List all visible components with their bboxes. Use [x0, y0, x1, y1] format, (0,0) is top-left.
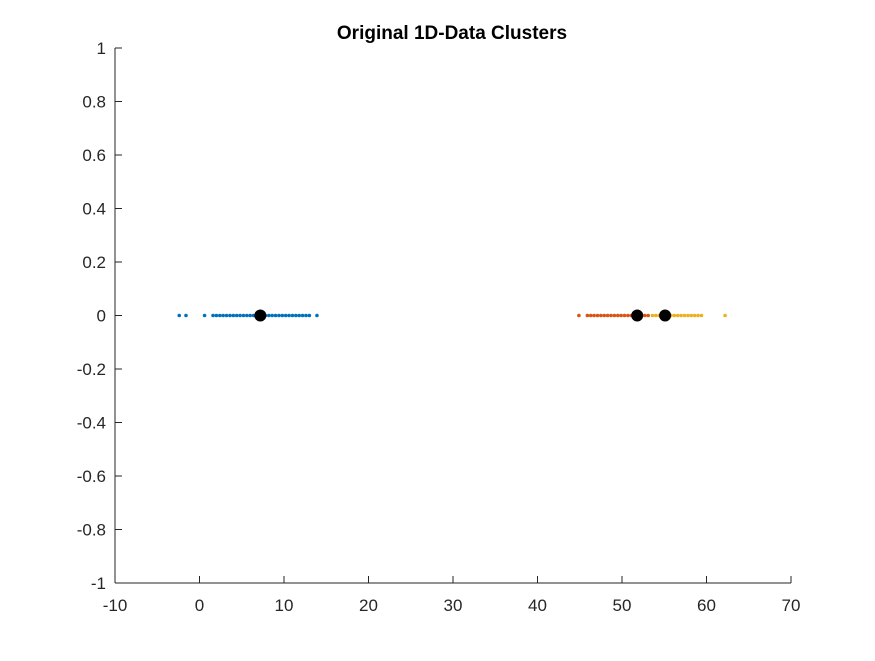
- cluster-1-point: [217, 313, 222, 318]
- y-tick-label: -0.8: [77, 521, 106, 540]
- x-tick-label: 70: [782, 596, 801, 615]
- cluster-1-point: [283, 313, 288, 318]
- centroid-marker: [631, 309, 644, 322]
- cluster-2-point: [646, 313, 650, 318]
- cluster-2-point: [592, 313, 596, 318]
- cluster-2-point: [609, 313, 613, 318]
- x-tick-label: 50: [613, 596, 632, 615]
- x-tick-label: 30: [444, 596, 463, 615]
- cluster-2-point: [643, 313, 647, 318]
- cluster-2-point: [626, 313, 630, 318]
- cluster-1-point: [304, 313, 308, 318]
- cluster-1-point: [307, 313, 312, 318]
- x-tick-label: 20: [359, 596, 378, 615]
- cluster-1-point: [300, 313, 305, 318]
- data-marks: [177, 309, 727, 322]
- cluster-3-point: [696, 313, 700, 318]
- y-tick-label: 0.8: [82, 93, 106, 112]
- cluster-3-point: [692, 313, 697, 318]
- cluster-2-point: [612, 313, 617, 318]
- cluster-1-point: [221, 313, 225, 318]
- y-tick-label: 0.2: [82, 253, 106, 272]
- cluster-2-point: [588, 313, 593, 318]
- cluster-1-point: [290, 313, 295, 318]
- cluster-1-point: [214, 313, 219, 318]
- y-tick-label: -0.4: [77, 414, 106, 433]
- cluster-1-point: [315, 313, 319, 318]
- cluster-1-point: [177, 313, 182, 318]
- cluster-1-point: [277, 313, 281, 318]
- cluster-3-point: [689, 313, 694, 318]
- y-tick-label: 1: [97, 39, 106, 58]
- centroid-marker: [254, 309, 267, 322]
- cluster-1-point: [224, 313, 229, 318]
- cluster-3-point: [650, 313, 655, 318]
- cluster-2-point: [615, 313, 620, 318]
- cluster-1-point: [234, 313, 239, 318]
- cluster-3-point: [682, 313, 687, 318]
- cluster-1-point: [211, 313, 215, 318]
- y-tick-label: -1: [91, 574, 106, 593]
- x-tick-label: -10: [103, 596, 128, 615]
- cluster-1-point: [270, 313, 274, 318]
- y-tick-label: 0.4: [82, 200, 106, 219]
- cluster-1-point: [241, 313, 246, 318]
- cluster-2-point: [599, 313, 603, 318]
- cluster-2-point: [619, 313, 623, 318]
- cluster-3-point: [675, 313, 680, 318]
- cluster-1-point: [266, 313, 271, 318]
- cluster-1-point: [248, 313, 252, 318]
- cluster-3-point: [686, 313, 690, 318]
- y-tick-label: 0.6: [82, 146, 106, 165]
- chart-title: Original 1D-Data Clusters: [337, 23, 567, 44]
- y-tick-label: -0.2: [77, 360, 106, 379]
- x-tick-label: 10: [275, 596, 294, 615]
- y-tick-label: -0.6: [77, 467, 106, 486]
- axes: -10 0 10 20 30 40 50 60 70 1 0.8 0.6 0.4 0.2 0 -0.2 -0.4…: [77, 39, 801, 615]
- cluster-2-point: [577, 313, 581, 318]
- cluster-3-point: [699, 313, 704, 318]
- cluster-2-point: [602, 313, 607, 318]
- cluster-1-point: [231, 313, 236, 318]
- cluster-2-point: [595, 313, 600, 318]
- cluster-1-point: [202, 313, 207, 318]
- cluster-1-point: [280, 313, 285, 318]
- cluster-2-point: [622, 313, 627, 318]
- cluster-3-point: [672, 313, 677, 318]
- cluster-3-point: [654, 313, 658, 318]
- centroid-marker: [659, 309, 672, 322]
- cluster-1-point: [294, 313, 298, 318]
- cluster-1-point: [228, 313, 232, 318]
- x-tick-label: 60: [697, 596, 716, 615]
- cluster-1-point: [245, 313, 249, 318]
- cluster-3-point: [679, 313, 683, 318]
- cluster-2-point: [585, 313, 590, 318]
- cluster-1-point: [273, 313, 278, 318]
- cluster-1-point: [287, 313, 291, 318]
- cluster-1-point: [184, 313, 188, 318]
- cluster-1-point: [297, 313, 302, 318]
- cluster-2-point: [605, 313, 610, 318]
- y-tick-label: 0: [97, 307, 106, 326]
- x-tick-label: 0: [195, 596, 204, 615]
- cluster-1-point: [238, 313, 242, 318]
- cluster-3-point: [723, 313, 727, 318]
- x-tick-label: 40: [528, 596, 547, 615]
